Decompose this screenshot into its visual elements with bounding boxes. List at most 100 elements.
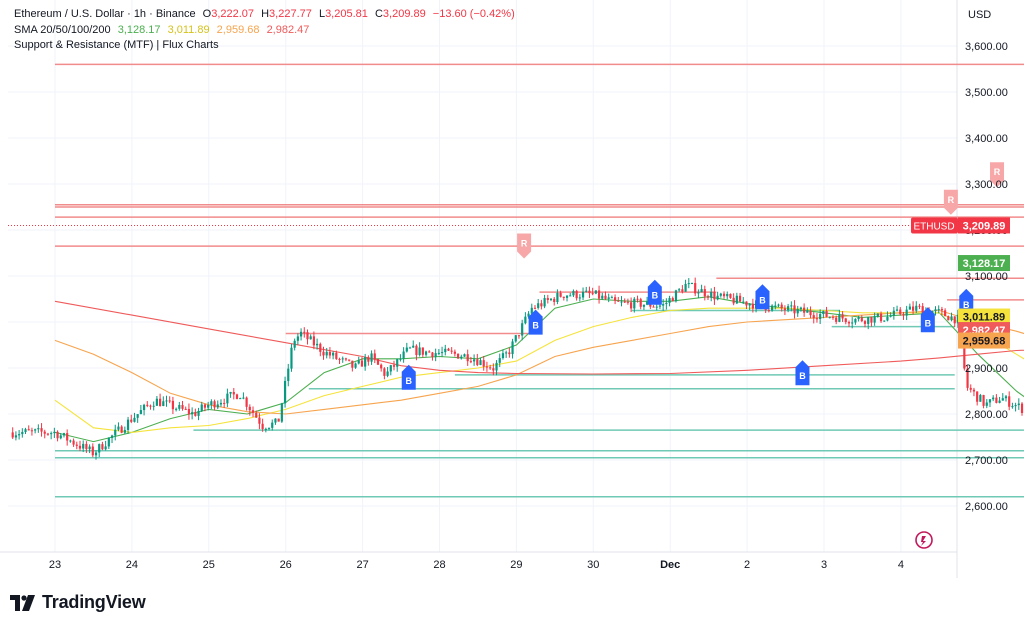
candle-body [700,289,703,293]
candle-body [386,371,389,376]
candle-body [921,306,924,315]
candle-body [453,351,456,354]
candle-body [899,309,902,315]
candle-body [767,310,770,312]
time-axis: 23 24 25 26 27 28 29 30 Dec 2 3 4 [49,559,904,571]
candle-body [316,343,319,346]
signal-marker [943,189,958,215]
candle-body [581,291,585,298]
candlesticks [11,277,1024,460]
candle-body [232,392,235,395]
candle-body [979,395,982,402]
candle-body [514,335,517,342]
x-tick-label: 28 [433,559,445,571]
candle-body [360,360,364,367]
candle-body [770,305,774,311]
close-value: 3,209.89 [382,8,426,20]
x-tick-label: 23 [49,559,61,571]
candle-body [248,406,251,411]
x-tick-label: 30 [587,559,599,571]
candle-body [646,301,649,305]
candle-body [66,433,69,441]
low-label: L [318,8,326,20]
sell-signal: R [943,189,958,215]
price-tag: 3,011.89 [958,308,1010,325]
x-tick-label: 24 [126,559,138,571]
candle-body [505,352,508,354]
candle-body [485,366,489,368]
candle-body [110,435,114,438]
sr-indicator-legend[interactable]: Support & Resistance (MTF) | Flux Charts [14,39,219,51]
candle-body [11,432,14,438]
sma-legend[interactable]: SMA 20/50/100/200 3,128.17 3,011.89 2,95… [14,24,309,36]
candle-body [719,293,722,296]
buy-signal: B [755,284,770,310]
candle-body [508,352,511,355]
candle-body [828,316,831,318]
candle-body [524,316,527,324]
currency-label[interactable]: USD [968,9,992,21]
candle-body [1008,396,1011,407]
y-tick-label: 2,900.00 [965,363,1008,375]
candle-body [511,341,514,355]
candle-body [908,306,911,310]
candle-body [495,362,498,371]
candle-body [841,314,844,319]
chart-grid [0,0,958,578]
candle-body [223,402,226,404]
signal-label: B [532,321,539,331]
candle-body [815,318,819,320]
signal-marker [795,360,810,386]
y-tick-label: 3,400.00 [965,133,1008,145]
buy-signal: B [401,364,416,390]
candle-body [312,336,315,346]
y-tick-label: 3,100.00 [965,271,1008,283]
candle-body [194,412,197,416]
candle-body [633,298,636,309]
candle-body [437,352,440,354]
x-tick-label: 25 [203,559,215,571]
candle-body [277,418,280,422]
candle-body [674,290,678,302]
candle-body [863,321,867,324]
ohlc-legend: Ethereum / U.S. Dollar · 1h · Binance O3… [14,8,515,20]
candle-body [309,336,312,340]
buy-signal: B [959,288,974,314]
candle-body [738,295,742,302]
candle-body [501,353,505,359]
signal-label: R [521,239,528,249]
candle-body [271,422,274,428]
buy-signal: B [528,309,543,335]
candle-body [431,352,434,358]
candle-body [203,404,207,408]
signal-marker [990,162,1005,188]
candle-body [745,301,748,306]
candle-body [831,316,835,318]
candle-body [690,283,694,285]
flux-icon[interactable] [915,531,933,549]
candle-body [344,358,348,360]
price-axis: 2,600.002,700.002,800.002,900.003,000.00… [965,41,1008,513]
candle-body [578,297,581,299]
candle-body [69,440,72,442]
candle-body [1014,405,1017,407]
candle-body [617,300,620,302]
y-tick-label: 3,600.00 [965,41,1008,53]
symbol-title[interactable]: Ethereum / U.S. Dollar · 1h · Binance [14,8,196,20]
candle-body [290,347,293,369]
candle-body [440,352,444,354]
candle-body [120,426,123,433]
candle-body [985,402,988,406]
candle-body [822,310,825,315]
candle-body [889,315,892,317]
candle-body [918,305,921,307]
candle-body [726,293,729,297]
candle-body [787,306,790,311]
candle-body [895,309,899,311]
candle-body [732,297,735,304]
candle-body [325,351,328,356]
candle-body [623,301,626,303]
candle-body [408,347,412,349]
candle-body [729,293,732,298]
